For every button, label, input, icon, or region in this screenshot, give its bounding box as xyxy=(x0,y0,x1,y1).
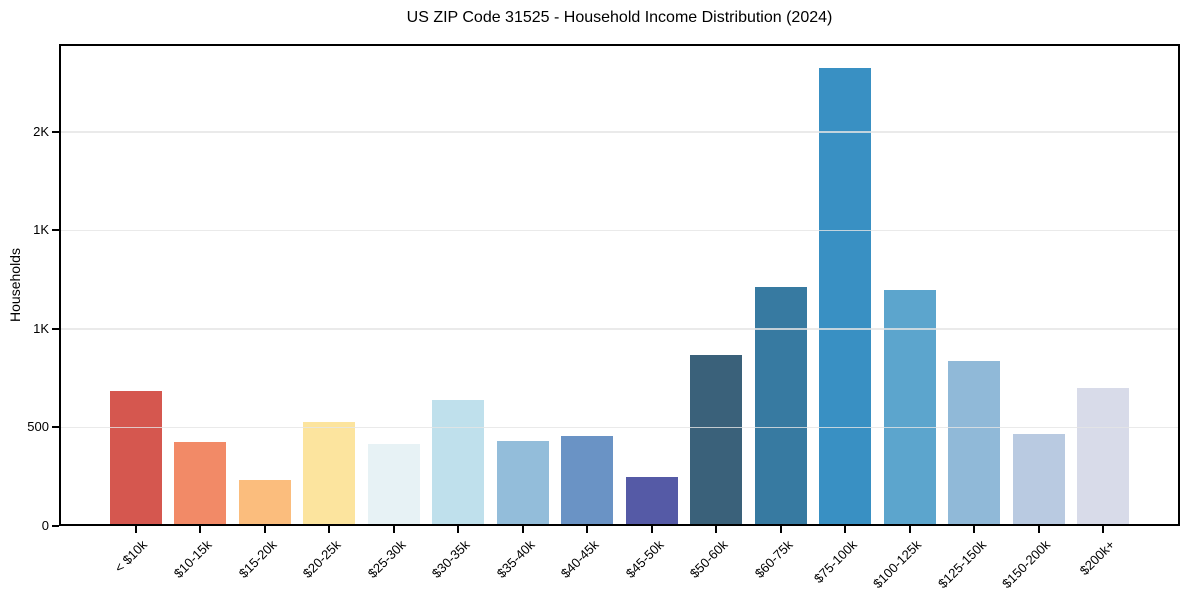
x-tick-mark xyxy=(908,526,911,533)
bar xyxy=(819,68,871,526)
x-tick-mark xyxy=(263,526,266,533)
x-tick-mark xyxy=(328,526,330,533)
gridline xyxy=(59,426,1180,429)
x-tick-mark xyxy=(457,526,459,533)
bar xyxy=(561,436,613,526)
x-tick-label: $45-50k xyxy=(622,537,667,581)
bar xyxy=(625,477,678,526)
y-tick-label: 1K xyxy=(33,222,49,238)
x-tick-mark xyxy=(650,526,653,533)
y-tick-label: 2K xyxy=(33,123,49,139)
y-tick-mark xyxy=(52,525,59,527)
y-axis-title-text: Households xyxy=(7,248,23,322)
x-tick-mark xyxy=(844,526,846,533)
x-tick-mark xyxy=(1102,526,1104,533)
x-tick-label: < $10k xyxy=(111,537,151,576)
x-tick-label: $200k+ xyxy=(1076,537,1118,579)
gridline xyxy=(59,131,1180,133)
x-tick-mark xyxy=(199,526,201,533)
bar xyxy=(690,355,742,526)
x-tick-mark xyxy=(1037,526,1040,533)
x-tick-mark xyxy=(973,526,975,533)
x-tick-mark xyxy=(392,526,395,533)
x-tick-label: $125-150k xyxy=(934,537,989,590)
gridline xyxy=(59,229,1180,232)
bar xyxy=(1012,434,1065,526)
bar xyxy=(948,361,1000,526)
bar xyxy=(754,287,807,526)
x-tick-mark xyxy=(586,526,588,533)
bar xyxy=(303,422,355,526)
bar xyxy=(883,290,936,526)
y-tick-label: 500 xyxy=(27,419,49,435)
x-tick-label: $10-15k xyxy=(170,537,215,581)
x-tick-mark xyxy=(779,526,782,533)
bar xyxy=(238,480,291,526)
bar xyxy=(432,400,484,526)
gridline xyxy=(59,328,1180,330)
y-tick-label: 1K xyxy=(33,320,49,336)
plot-area xyxy=(59,44,1180,526)
x-tick-label: $30-35k xyxy=(428,537,473,581)
x-tick-label: $25-30k xyxy=(364,537,409,581)
x-tick-mark xyxy=(521,526,524,533)
x-tick-label: $100-125k xyxy=(870,537,925,590)
x-tick-label: $60-75k xyxy=(751,537,796,581)
x-tick-label: $35-40k xyxy=(493,537,538,581)
x-tick-label: $40-45k xyxy=(557,537,602,581)
y-tick-label: 0 xyxy=(41,518,49,533)
bar xyxy=(109,391,162,526)
x-tick-label: $150-200k xyxy=(999,537,1054,590)
x-tick-label: $75-100k xyxy=(810,537,860,586)
y-tick-mark xyxy=(52,327,59,330)
y-tick-mark xyxy=(52,130,59,133)
bar xyxy=(1077,388,1129,526)
x-tick-label: $15-20k xyxy=(235,537,280,581)
chart-title: US ZIP Code 31525 - Household Income Dis… xyxy=(406,9,833,26)
bar xyxy=(496,441,549,526)
y-tick-mark xyxy=(52,426,59,429)
bar xyxy=(367,444,420,526)
y-tick-mark xyxy=(52,229,59,232)
x-tick-mark xyxy=(134,526,137,533)
x-tick-label: $50-60k xyxy=(686,537,731,581)
x-tick-label: $20-25k xyxy=(299,537,344,581)
x-tick-mark xyxy=(715,526,717,533)
bar xyxy=(174,442,226,526)
